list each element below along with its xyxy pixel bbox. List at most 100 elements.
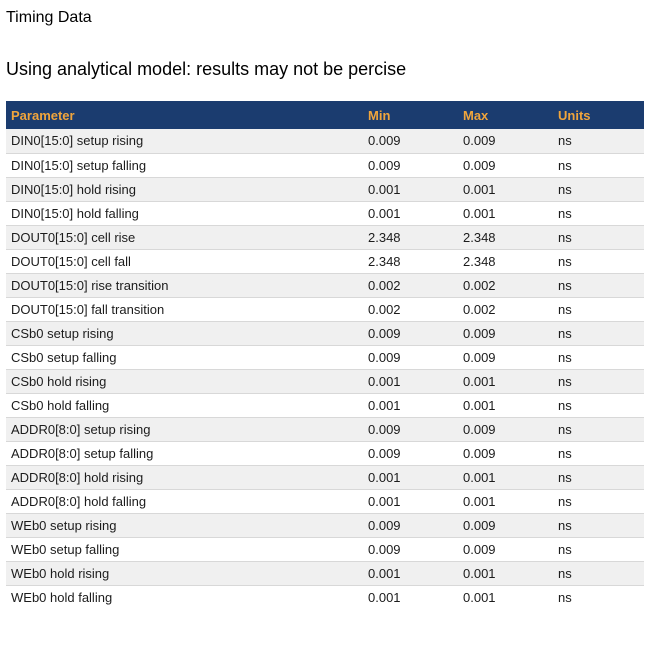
column-header-parameter: Parameter — [6, 101, 363, 129]
table-row: DIN0[15:0] hold falling 0.001 0.001 ns — [6, 201, 644, 226]
cell-max: 0.002 — [458, 273, 553, 298]
cell-max: 0.001 — [458, 393, 553, 418]
timing-table-header: Parameter Min Max Units — [6, 101, 644, 129]
cell-parameter: WEb0 hold rising — [6, 561, 363, 586]
cell-units: ns — [553, 225, 644, 250]
cell-max: 0.009 — [458, 153, 553, 178]
cell-max: 0.001 — [458, 465, 553, 490]
page-title: Timing Data — [6, 9, 92, 26]
cell-parameter: WEb0 setup falling — [6, 537, 363, 562]
table-row: WEb0 hold falling 0.001 0.001 ns — [6, 585, 644, 609]
cell-max: 0.002 — [458, 297, 553, 322]
cell-min: 0.001 — [363, 201, 458, 226]
cell-min: 0.002 — [363, 273, 458, 298]
cell-min: 0.009 — [363, 537, 458, 562]
table-row: DOUT0[15:0] rise transition 0.002 0.002 … — [6, 273, 644, 298]
cell-units: ns — [553, 513, 644, 538]
timing-table-body: DIN0[15:0] setup rising 0.009 0.009 ns D… — [6, 129, 644, 609]
cell-parameter: CSb0 hold falling — [6, 393, 363, 418]
timing-report-page: Timing Data Using analytical model: resu… — [6, 9, 644, 609]
cell-max: 0.001 — [458, 561, 553, 586]
cell-max: 0.001 — [458, 489, 553, 514]
cell-parameter: DIN0[15:0] hold falling — [6, 201, 363, 226]
table-row: CSb0 hold falling 0.001 0.001 ns — [6, 393, 644, 418]
cell-parameter: DOUT0[15:0] cell rise — [6, 225, 363, 250]
cell-parameter: ADDR0[8:0] hold rising — [6, 465, 363, 490]
cell-parameter: WEb0 hold falling — [6, 585, 363, 609]
cell-max: 0.009 — [458, 513, 553, 538]
cell-parameter: CSb0 setup rising — [6, 321, 363, 346]
cell-parameter: ADDR0[8:0] hold falling — [6, 489, 363, 514]
cell-parameter: ADDR0[8:0] setup falling — [6, 441, 363, 466]
cell-min: 0.009 — [363, 129, 458, 154]
cell-min: 0.009 — [363, 513, 458, 538]
cell-min: 2.348 — [363, 225, 458, 250]
cell-max: 0.001 — [458, 369, 553, 394]
cell-min: 0.001 — [363, 369, 458, 394]
cell-min: 0.009 — [363, 321, 458, 346]
table-row: DOUT0[15:0] fall transition 0.002 0.002 … — [6, 297, 644, 322]
cell-units: ns — [553, 249, 644, 274]
table-row: WEb0 setup rising 0.009 0.009 ns — [6, 513, 644, 538]
cell-min: 0.001 — [363, 177, 458, 202]
table-row: WEb0 hold rising 0.001 0.001 ns — [6, 561, 644, 586]
cell-units: ns — [553, 177, 644, 202]
cell-min: 0.009 — [363, 345, 458, 370]
cell-parameter: DIN0[15:0] setup falling — [6, 153, 363, 178]
cell-parameter: DIN0[15:0] hold rising — [6, 177, 363, 202]
cell-parameter: DOUT0[15:0] cell fall — [6, 249, 363, 274]
cell-min: 0.001 — [363, 465, 458, 490]
table-row: CSb0 setup falling 0.009 0.009 ns — [6, 345, 644, 370]
table-row: ADDR0[8:0] hold falling 0.001 0.001 ns — [6, 489, 644, 514]
cell-max: 0.009 — [458, 537, 553, 562]
cell-max: 0.001 — [458, 201, 553, 226]
column-header-units: Units — [553, 101, 644, 129]
cell-max: 0.009 — [458, 417, 553, 442]
cell-min: 0.001 — [363, 561, 458, 586]
table-row: WEb0 setup falling 0.009 0.009 ns — [6, 537, 644, 562]
timing-table: Parameter Min Max Units DIN0[15:0] setup… — [6, 101, 644, 609]
table-row: DOUT0[15:0] cell fall 2.348 2.348 ns — [6, 249, 644, 274]
cell-max: 0.009 — [458, 441, 553, 466]
table-row: CSb0 setup rising 0.009 0.009 ns — [6, 321, 644, 346]
cell-units: ns — [553, 585, 644, 609]
cell-max: 0.001 — [458, 177, 553, 202]
column-header-max: Max — [458, 101, 553, 129]
table-row: ADDR0[8:0] hold rising 0.001 0.001 ns — [6, 465, 644, 490]
table-row: DOUT0[15:0] cell rise 2.348 2.348 ns — [6, 225, 644, 250]
cell-parameter: ADDR0[8:0] setup rising — [6, 417, 363, 442]
cell-min: 0.001 — [363, 393, 458, 418]
cell-units: ns — [553, 417, 644, 442]
cell-min: 2.348 — [363, 249, 458, 274]
cell-units: ns — [553, 369, 644, 394]
cell-units: ns — [553, 465, 644, 490]
cell-min: 0.009 — [363, 153, 458, 178]
cell-parameter: CSb0 setup falling — [6, 345, 363, 370]
cell-min: 0.009 — [363, 417, 458, 442]
cell-units: ns — [553, 129, 644, 154]
cell-units: ns — [553, 201, 644, 226]
header-row: Parameter Min Max Units — [6, 101, 644, 129]
cell-units: ns — [553, 345, 644, 370]
model-warning-text: Using analytical model: results may not … — [6, 59, 407, 79]
table-row: DIN0[15:0] setup falling 0.009 0.009 ns — [6, 153, 644, 178]
cell-parameter: DIN0[15:0] setup rising — [6, 129, 363, 154]
cell-parameter: DOUT0[15:0] fall transition — [6, 297, 363, 322]
cell-max: 0.009 — [458, 129, 553, 154]
cell-min: 0.001 — [363, 489, 458, 514]
table-row: CSb0 hold rising 0.001 0.001 ns — [6, 369, 644, 394]
cell-units: ns — [553, 561, 644, 586]
table-row: DIN0[15:0] setup rising 0.009 0.009 ns — [6, 129, 644, 154]
table-row: ADDR0[8:0] setup falling 0.009 0.009 ns — [6, 441, 644, 466]
cell-units: ns — [553, 297, 644, 322]
cell-units: ns — [553, 537, 644, 562]
cell-units: ns — [553, 393, 644, 418]
cell-units: ns — [553, 441, 644, 466]
cell-max: 0.009 — [458, 321, 553, 346]
cell-units: ns — [553, 321, 644, 346]
cell-max: 0.009 — [458, 345, 553, 370]
cell-max: 2.348 — [458, 249, 553, 274]
table-row: ADDR0[8:0] setup rising 0.009 0.009 ns — [6, 417, 644, 442]
cell-units: ns — [553, 273, 644, 298]
cell-max: 0.001 — [458, 585, 553, 609]
